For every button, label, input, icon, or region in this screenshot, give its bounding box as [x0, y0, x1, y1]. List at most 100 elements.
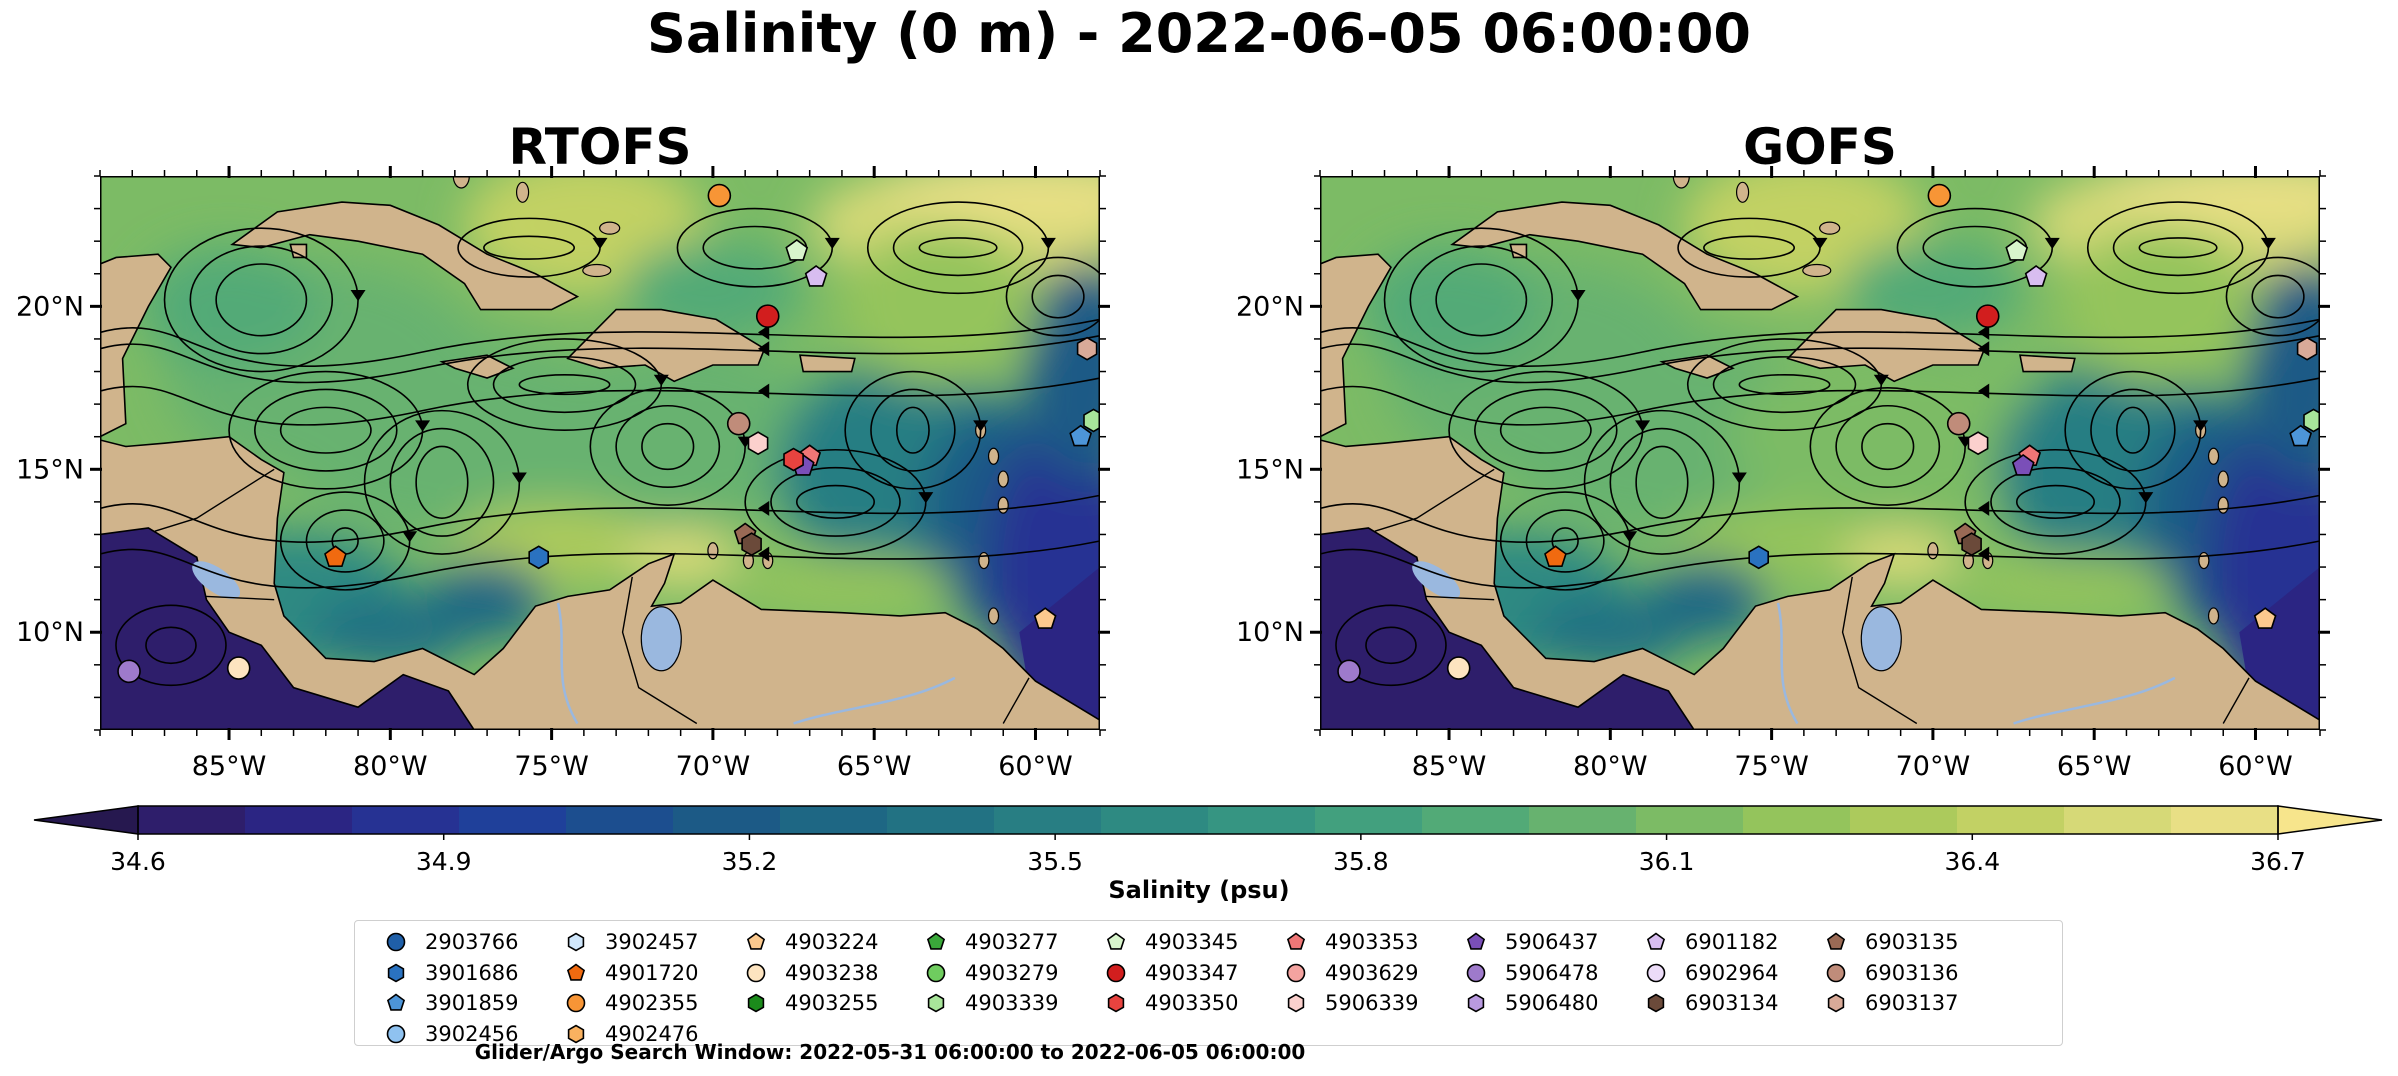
- float-marker-3901859: [1069, 424, 1093, 447]
- legend-column: 4903353 4903629 5906339: [1283, 927, 1419, 1019]
- x-tick-label: 70°W: [1896, 751, 1971, 782]
- legend-item: 6903137: [1823, 988, 1959, 1019]
- legend-marker: [566, 993, 586, 1013]
- legend-marker: [1647, 993, 1665, 1013]
- x-tick-label: 60°W: [2218, 751, 2293, 782]
- float-marker-4903350: [783, 447, 804, 472]
- x-tick-label: 65°W: [2057, 751, 2132, 782]
- legend-column: 4903345 4903347 4903350: [1103, 927, 1239, 1019]
- x-tick-label: 65°W: [837, 751, 912, 782]
- legend-marker: [1287, 993, 1305, 1013]
- legend-item: 5906437: [1463, 927, 1599, 958]
- circle-marker-icon: [1286, 963, 1306, 983]
- legend-label: 4903339: [965, 991, 1059, 1016]
- hexagon-marker-icon: [1827, 993, 1845, 1013]
- legend-label: 4903277: [965, 930, 1059, 955]
- legend-item: 4903339: [923, 988, 1059, 1019]
- x-tick-label: 80°W: [353, 751, 428, 782]
- legend-item: 4903347: [1103, 958, 1239, 989]
- legend-label: 4903279: [965, 960, 1059, 985]
- float-marker-4902355: [1927, 183, 1952, 208]
- legend-column: 4903224 4903238 4903255: [743, 927, 879, 1019]
- legend-label: 4903350: [1145, 991, 1239, 1016]
- colorbar-frame: [137, 805, 2279, 835]
- float-marker-6903137: [1076, 336, 1098, 361]
- legend-item: 3902456: [383, 1019, 519, 1050]
- float-marker-3901686: [528, 545, 550, 570]
- legend-marker: [927, 993, 945, 1013]
- legend-column: 6901182 6902964 6903134: [1643, 927, 1779, 1019]
- float-marker-5906478: [117, 659, 141, 684]
- legend-label: 3901686: [425, 960, 519, 985]
- float-marker-3901686: [1748, 545, 1770, 570]
- y-tick-label: 10°N: [1236, 617, 1304, 648]
- legend-marker: [926, 932, 946, 950]
- colorbar-segment: [459, 806, 567, 834]
- float-marker-4903345: [2005, 239, 2029, 261]
- figure-title: Salinity (0 m) - 2022-06-05 06:00:00: [647, 2, 1751, 65]
- pentagon-marker-icon: [1466, 932, 1486, 950]
- legend-item: 5906480: [1463, 988, 1599, 1019]
- map-canvas: [1320, 176, 2324, 730]
- legend-item: 4903629: [1283, 958, 1419, 989]
- circle-marker-icon: [1466, 963, 1486, 983]
- legend-label: 2903766: [425, 930, 519, 955]
- colorbar-segment: [1850, 806, 1958, 834]
- legend-column: 6903135 6903136 6903137: [1823, 927, 1959, 1019]
- legend-marker: [387, 963, 405, 983]
- legend-column: 5906437 5906478 5906480: [1463, 927, 1599, 1019]
- circle-marker-icon: [1106, 963, 1126, 983]
- circle-marker-icon: [566, 993, 586, 1013]
- legend-marker: [1827, 993, 1845, 1013]
- float-marker-4903224: [2253, 607, 2277, 629]
- legend-item: 4902355: [563, 988, 699, 1019]
- legend-marker: [386, 993, 406, 1011]
- pentagon-marker-icon: [1106, 932, 1126, 950]
- legend-marker: [1467, 993, 1485, 1013]
- legend-item: 4903353: [1283, 927, 1419, 958]
- y-tick-label: 15°N: [16, 454, 84, 485]
- legend-label: 4903347: [1145, 960, 1239, 985]
- legend-marker: [567, 1024, 585, 1044]
- legend-label: 6903137: [1865, 991, 1959, 1016]
- hexagon-marker-icon: [387, 963, 405, 983]
- legend-label: 3902456: [425, 1021, 519, 1046]
- float-marker-6901182: [2024, 265, 2048, 287]
- hexagon-marker-icon: [1287, 993, 1305, 1013]
- y-tick-label: 20°N: [16, 291, 84, 322]
- pentagon-marker-icon: [566, 963, 586, 981]
- legend-marker: [1286, 963, 1306, 983]
- colorbar-segment: [1315, 806, 1423, 834]
- colorbar-segment: [1208, 806, 1316, 834]
- hexagon-marker-icon: [567, 932, 585, 952]
- x-tick-label: 85°W: [192, 751, 267, 782]
- float-marker-4901720: [1544, 545, 1567, 568]
- pentagon-marker-icon: [926, 932, 946, 950]
- y-tick-label: 15°N: [1236, 454, 1304, 485]
- hexagon-marker-icon: [1647, 993, 1665, 1013]
- colorbar-label: Salinity (psu): [1108, 876, 1290, 904]
- legend-label: 6903136: [1865, 960, 1959, 985]
- legend-label: 3902457: [605, 930, 699, 955]
- float-marker-4901720: [324, 545, 347, 568]
- circle-marker-icon: [1826, 963, 1846, 983]
- colorbar-tick-label: 36.4: [1944, 847, 2000, 876]
- legend-marker: [1286, 932, 1306, 950]
- legend-item: 6903135: [1823, 927, 1959, 958]
- x-tick-label: 75°W: [1734, 751, 1809, 782]
- legend-marker: [1646, 932, 1666, 950]
- legend-marker: [1107, 993, 1125, 1013]
- colorbar-segment: [566, 806, 674, 834]
- hexagon-marker-icon: [1107, 993, 1125, 1013]
- colorbar-segment: [1743, 806, 1851, 834]
- legend-label: 4903255: [785, 991, 879, 1016]
- map-gofs: [1320, 176, 2324, 730]
- pentagon-marker-icon: [746, 932, 766, 950]
- colorbar-segment: [245, 806, 353, 834]
- colorbar-segment: [1529, 806, 1637, 834]
- legend-label: 4903238: [785, 960, 879, 985]
- legend-item: 4903279: [923, 958, 1059, 989]
- legend-item: 3902457: [563, 927, 699, 958]
